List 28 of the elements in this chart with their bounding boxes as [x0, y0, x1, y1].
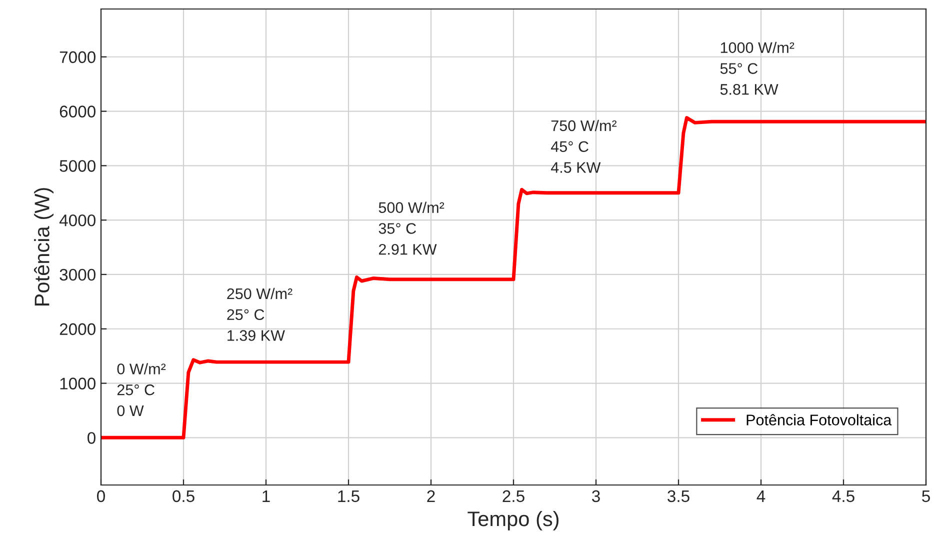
annotation: 750 W/m² 45° C 4.5 KW: [550, 120, 617, 173]
y-axis-title: Potência (W): [34, 188, 54, 306]
x-tick-label: 2: [427, 490, 435, 502]
x-tick-label: 4: [756, 490, 766, 502]
y-tick-label: 5000: [60, 160, 96, 172]
x-tick-label: 0.5: [172, 490, 194, 502]
x-tick-label: 5: [922, 490, 930, 502]
x-axis-title: Tempo (s): [468, 510, 559, 530]
x-tick-label: 3: [592, 490, 600, 502]
annotation: 250 W/m² 25° C 1.39 KW: [227, 288, 292, 341]
y-tick-label: 7000: [60, 51, 96, 64]
annotation: 1000 W/m² 55° C 5.81 KW: [720, 42, 794, 95]
x-tick-label: 1: [262, 490, 270, 502]
y-tick-label: 2000: [60, 323, 96, 336]
annotation: 0 W/m² 25° C 0 W: [117, 363, 166, 416]
y-tick-label: 3000: [60, 268, 96, 281]
legend-label: Potência Fotovoltaica: [746, 414, 892, 426]
y-tick-label: 4000: [59, 214, 96, 226]
annotation: 500 W/m² 35° C 2.91 KW: [378, 202, 444, 255]
x-tick-label: 1.5: [338, 490, 360, 502]
y-tick-label: 0: [88, 432, 96, 444]
y-tick-label: 1000: [60, 378, 96, 390]
y-tick-label: 6000: [60, 106, 96, 118]
x-tick-label: 3.5: [668, 490, 690, 502]
x-tick-label: 2.5: [502, 490, 524, 502]
x-tick-label: 4.5: [832, 490, 854, 502]
x-tick-label: 0: [97, 490, 105, 502]
line-series: [101, 116, 926, 440]
